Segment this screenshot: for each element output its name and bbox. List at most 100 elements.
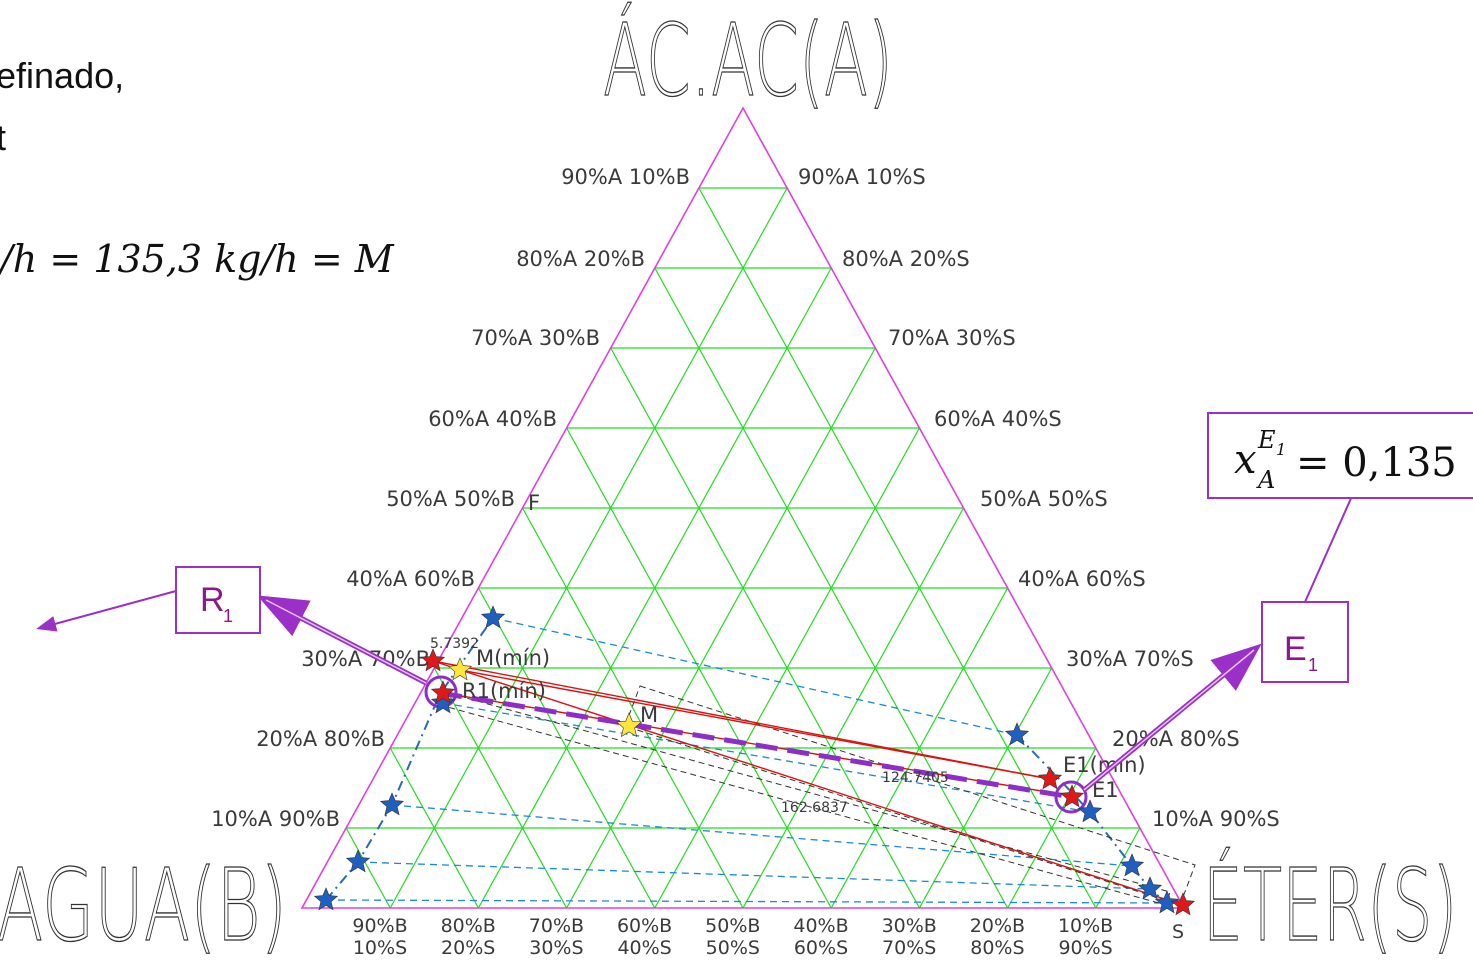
bottom-tick-label-s: 70%S [882,937,936,959]
left-tick-label: 60%A 40%B [428,407,557,431]
left-tick-label: 80%A 20%B [516,247,645,271]
right-tick-label: 90%A 10%S [798,165,926,189]
e1-arrow-highlight [1083,649,1255,791]
point-label-m: M [640,703,658,727]
point-star [1077,799,1103,823]
bottom-tick-label-s: 30%S [529,937,583,959]
point-star [1154,890,1180,914]
grid-line [698,187,1097,909]
r1-e1-line [439,690,1073,800]
ternary-triangle [300,106,1186,909]
tick-labels: 90%A 10%B 80%A 20%B 70%A 30%B 60%A 40%B 50%A… [211,165,1280,959]
point-star [345,849,371,873]
e1-callout-label: E [1284,630,1307,668]
point-star [1137,876,1163,900]
tie-line [492,617,1018,736]
tie-line [357,861,1151,890]
header-text-line2: t [0,117,6,158]
bottom-tick-label-b: 50%B [705,915,760,937]
point-star [447,657,473,681]
right-tick-label: 80%A 20%S [842,247,970,271]
left-tick-label: 50%A 50%B [386,487,515,511]
right-tick-label: 30%A 70%S [1066,647,1194,671]
grid-line [742,507,965,909]
r1-callout-label: R [200,581,225,619]
tie-lines [325,617,1168,904]
right-tick-label: 70%A 30%S [888,326,1016,350]
bottom-tick-label-s: 20%S [441,937,495,959]
operating-line [432,660,1184,906]
bottom-tick-label-s: 80%S [970,937,1024,959]
dimension-label-2: 124.7405 [882,770,949,786]
point-label-s: S [1172,921,1184,943]
bottom-tick-label-b: 10%B [1058,915,1113,937]
grid-line [521,507,744,909]
right-tick-label: 20%A 80%S [1112,727,1240,751]
result-value: = 0,135 [1296,440,1457,486]
grid-lines [345,187,1141,909]
grid-line [389,187,788,909]
vertex-left-label: AGUA(B) [0,847,287,964]
grid-line [433,667,568,909]
result-superscript: E [1257,426,1276,454]
right-tick-label: 40%A 60%S [1018,567,1146,591]
bottom-tick-label-b: 70%B [529,915,584,937]
bottom-tick-label-b: 20%B [970,915,1025,937]
grid-line [610,347,920,909]
bottom-tick-label-b: 80%B [441,915,496,937]
tie-line [391,804,1133,867]
point-star [420,648,446,672]
bottom-tick-label-s: 60%S [794,937,848,959]
point-star [430,680,456,704]
right-tick-label: 50%A 50%S [980,487,1108,511]
r1-callout-box [175,566,261,634]
e1-callout-subscript: 1 [1308,655,1318,675]
operating-line [459,669,1051,780]
r1-callout-subscript: 1 [223,606,233,626]
right-tick-label: 10%A 90%S [1152,807,1280,831]
grid-line [345,827,391,909]
left-tick-label: 10%A 90%B [211,807,340,831]
result-subscript: A [1256,466,1275,494]
left-tick-label: 90%A 10%B [561,165,690,189]
header-equation: /h = 135,3 kg/h = M [0,237,395,281]
left-tick-label: 40%A 60%B [346,567,475,591]
point-star [1170,892,1196,916]
r1-arrow-highlight [265,599,427,684]
point-markers [313,605,1196,916]
dimension-label-3: 162.6837 [781,800,848,816]
point-star [1059,784,1085,808]
result-variable: x [1234,437,1257,483]
point-star [379,792,405,816]
bottom-tick-label-b: 60%B [617,915,672,937]
dimension-label-1: 5.7392 [430,636,479,652]
bottom-tick-label-b: 90%B [352,915,407,937]
right-tick-label: 60%A 40%S [934,407,1062,431]
point-star [480,605,506,629]
left-tick-label: 20%A 80%B [256,727,385,751]
dimension-box [443,692,1171,906]
bottom-tick-label-s: 10%S [353,937,407,959]
result-superscript-sub: 1 [1276,440,1286,459]
bottom-tick-label-s: 40%S [617,937,671,959]
tie-line [325,899,1168,904]
point-label-f: F [528,491,540,515]
header-text-line1: efinado, [0,55,124,96]
point-star [1119,853,1145,877]
vertex-top-label: ÁC.AC(A) [603,2,893,119]
result-box [1207,412,1473,499]
r1-outgoing-arrow [36,590,177,632]
bottom-tick-label-s: 90%S [1058,937,1112,959]
point-star [313,887,339,911]
point-label-r1-min: R1(mín) [462,679,546,703]
point-star [1037,766,1063,790]
bottom-tick-label-s: 50%S [706,937,760,959]
e1-circle [1054,780,1088,814]
grid-line [566,347,876,909]
left-tick-label: 70%A 30%B [471,326,600,350]
grid-line [1095,827,1141,909]
e1-callout-box [1261,601,1349,683]
point-star [615,712,643,738]
bottom-tick-label-b: 30%B [882,915,937,937]
